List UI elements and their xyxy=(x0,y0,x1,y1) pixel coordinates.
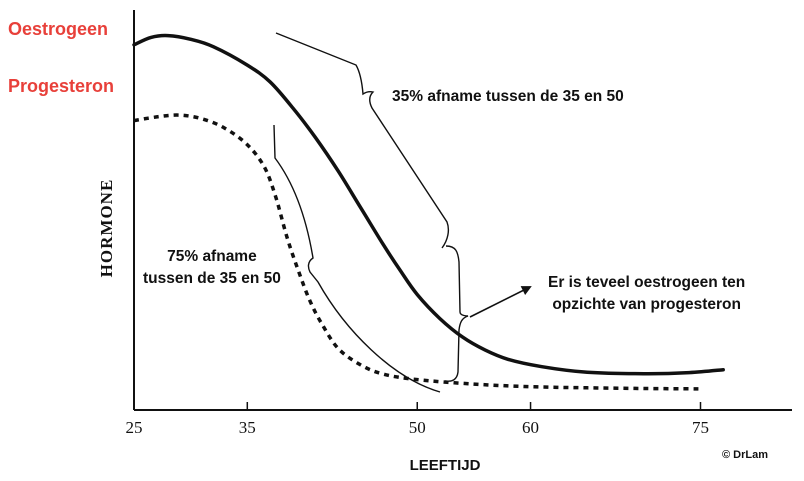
series-line-oestrogeen xyxy=(132,33,725,376)
x-axis-label: LEEFTIJD xyxy=(410,457,481,474)
y-axis-label: HORMONE xyxy=(97,179,116,278)
x-tick-label: 25 xyxy=(126,418,143,437)
annotation-left: 75% afname tussen de 35 en 50 xyxy=(143,246,281,290)
legend-label-progesteron: Progesteron xyxy=(8,76,115,96)
x-tick-label: 60 xyxy=(522,418,539,437)
annotation-top: 35% afname tussen de 35 en 50 xyxy=(392,88,624,105)
annotation-right-line2: opzichte van progesteron xyxy=(552,296,741,313)
x-tick-labels: 25 35 50 60 75 xyxy=(126,402,709,437)
credit-text: © DrLam xyxy=(722,449,769,461)
legend-label-oestrogeen: Oestrogeen xyxy=(8,19,109,39)
x-tick-label: 75 xyxy=(692,418,709,437)
annotation-left-line1: 75% afname xyxy=(167,248,257,265)
annotation-arrow xyxy=(469,286,532,318)
annotation-left-line2: tussen de 35 en 50 xyxy=(143,270,281,287)
brace-oestrogeen-decline xyxy=(275,32,450,249)
brace-progesteron-decline xyxy=(273,124,441,393)
series-line-progesteron xyxy=(133,113,701,391)
annotation-right: Er is teveel oestrogeen ten opzichte van… xyxy=(548,272,745,316)
x-tick-label: 50 xyxy=(409,418,426,437)
x-tick-label: 35 xyxy=(239,418,256,437)
brace-gap xyxy=(444,245,469,382)
annotation-right-line1: Er is teveel oestrogeen ten xyxy=(548,274,746,291)
